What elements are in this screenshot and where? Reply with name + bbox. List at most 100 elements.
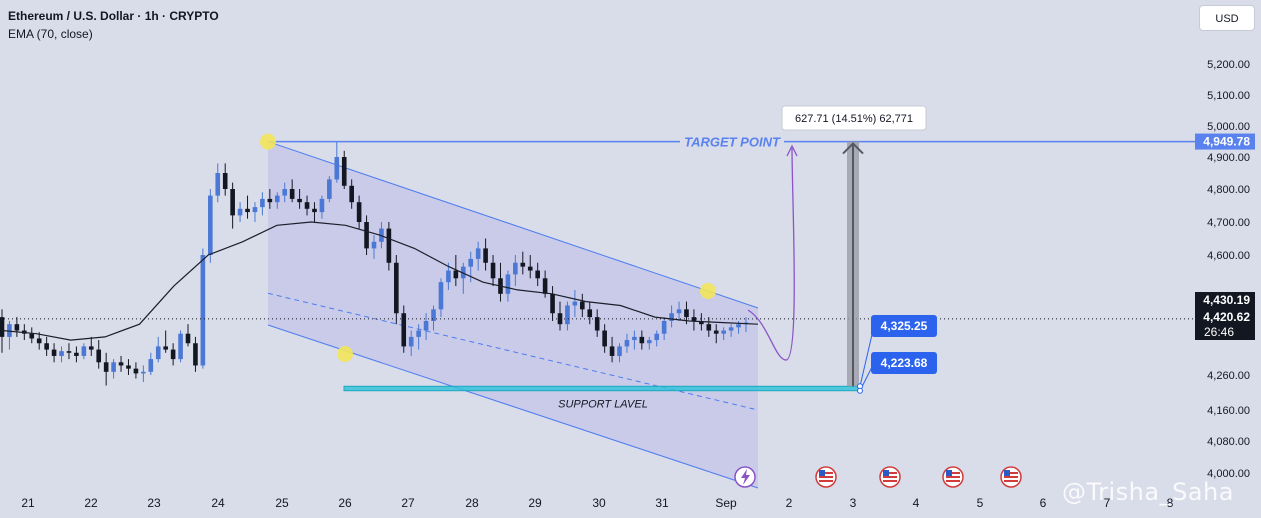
candle	[341, 150, 347, 189]
candle	[215, 163, 221, 203]
support-zone[interactable]: SUPPORT LAVEL	[343, 385, 861, 410]
candle-body	[446, 270, 451, 283]
candle	[133, 362, 139, 379]
candle-body	[0, 317, 5, 337]
candle	[386, 222, 392, 271]
candle	[260, 192, 265, 216]
flag-stripe	[1004, 480, 1018, 482]
candle-body	[505, 274, 511, 294]
candle-body	[170, 349, 176, 360]
candle-body	[178, 333, 183, 360]
candle-body	[282, 189, 288, 196]
candle-body	[550, 293, 555, 314]
candle	[29, 327, 35, 344]
candle	[148, 352, 154, 375]
time-axis-label: 30	[592, 496, 606, 510]
lower-badge-box	[871, 352, 937, 374]
channel-fill	[268, 141, 758, 488]
candle-body	[646, 340, 652, 344]
channel-upper-line	[267, 141, 759, 309]
flag-stripe	[946, 480, 960, 482]
candle-body	[691, 317, 697, 321]
candle	[460, 262, 466, 294]
candle	[453, 255, 459, 287]
pivot-highlight	[260, 133, 276, 150]
indicator-legend[interactable]: EMA (70, close)	[8, 27, 93, 41]
candle-body	[289, 189, 295, 199]
candle-body	[14, 324, 20, 331]
candle	[51, 343, 57, 363]
candle	[513, 255, 518, 287]
time-axis-label: 26	[338, 496, 352, 510]
candle	[691, 309, 697, 331]
candle-body	[304, 202, 310, 209]
candle	[713, 324, 719, 344]
candle-body	[319, 198, 325, 213]
candle	[371, 235, 377, 259]
candle-body	[267, 198, 273, 203]
price-axis-label: 4,000.00	[1207, 468, 1250, 480]
candle-body	[66, 351, 72, 353]
last-price-tag	[1195, 292, 1255, 340]
price-axis-label: 5,100.00	[1207, 90, 1250, 102]
candle-body	[193, 343, 198, 366]
currency-button[interactable]: USD	[1199, 5, 1255, 31]
candle-body	[520, 262, 526, 267]
candle	[364, 215, 369, 255]
candle	[88, 336, 94, 356]
candle	[475, 241, 481, 271]
time-axis-label: 8	[1167, 496, 1174, 510]
candle-body	[103, 362, 109, 372]
candle	[334, 141, 340, 183]
price-axis-label: 4,260.00	[1207, 370, 1250, 382]
price-axis-label: 4,600.00	[1207, 250, 1250, 262]
candle	[222, 163, 228, 196]
candle-body	[386, 228, 392, 263]
candle-body	[394, 262, 399, 314]
candle-body	[468, 258, 474, 267]
price-axis-label: 4,900.00	[1207, 152, 1250, 164]
candle-body	[713, 330, 719, 334]
target-label-bg	[680, 132, 784, 151]
flag-stripe	[819, 472, 833, 474]
candle-body	[624, 340, 630, 347]
candle-body	[111, 362, 116, 372]
candle	[66, 343, 72, 360]
candle-body	[133, 368, 139, 374]
badge-anchor	[857, 387, 863, 394]
ema-line-layer	[1, 221, 759, 341]
candle-body	[7, 324, 12, 337]
price-axis-label: 5,200.00	[1207, 59, 1250, 71]
candle-body	[245, 208, 250, 213]
candle-body	[706, 324, 712, 331]
candle	[483, 238, 488, 271]
time-axis-label: 4	[913, 496, 920, 510]
lightning-glyph	[741, 469, 750, 485]
candle-body	[81, 346, 87, 356]
candle	[617, 343, 622, 363]
candle-body	[51, 349, 57, 356]
candle	[661, 317, 667, 341]
time-axis-label: 28	[465, 496, 479, 510]
time-axis-label: 2	[786, 496, 793, 510]
symbol-title[interactable]: Ethereum / U.S. Dollar · 1h · CRYPTO	[8, 9, 219, 23]
candle-body	[371, 241, 377, 249]
candle	[639, 330, 645, 350]
candle	[59, 346, 64, 363]
chart-header: Ethereum / U.S. Dollar · 1h · CRYPTO EMA…	[8, 8, 219, 42]
candle-body	[661, 321, 667, 334]
lower-badge-text: 4,223.68	[881, 356, 928, 370]
candle	[431, 305, 436, 331]
candle-body	[460, 266, 466, 279]
time-axis-label: 5	[977, 496, 984, 510]
candle	[297, 189, 302, 209]
flag-stripe	[1004, 472, 1018, 474]
time-axis-label: 29	[528, 496, 542, 510]
measure-label: 627.71 (14.51%) 62,771	[781, 105, 927, 131]
flag-stripe	[946, 472, 960, 474]
candle	[319, 195, 325, 219]
price-axis-label: 4,080.00	[1207, 436, 1250, 448]
candle-body	[490, 262, 496, 279]
candle	[349, 179, 354, 209]
